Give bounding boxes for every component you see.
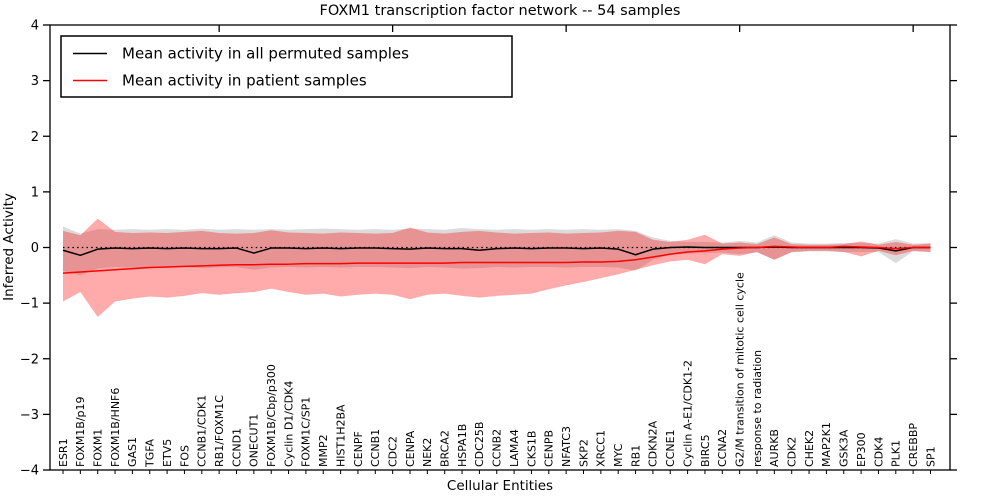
x-category-label: CDC2 [386, 436, 399, 467]
x-category-label: SP1 [924, 446, 937, 467]
x-category-label: MAP2K1 [820, 422, 833, 467]
x-category-label: FOXM1C/SP1 [300, 397, 313, 467]
x-category-label: SKP2 [577, 439, 590, 467]
x-category-label: MYC [612, 443, 625, 467]
x-category-label: FOXM1B/p19 [74, 396, 87, 467]
x-category-label: CDKN2A [647, 420, 660, 467]
x-category-label: FOXM1B/HNF6 [109, 388, 122, 467]
legend: Mean activity in all permuted samples Me… [60, 35, 513, 98]
x-category-label: HSPA1B [456, 424, 469, 467]
x-axis-label: Cellular Entities [447, 478, 553, 494]
legend-label-permuted: Mean activity in all permuted samples [122, 45, 409, 63]
x-category-label: CENPA [404, 430, 417, 467]
x-category-label: BRCA2 [439, 430, 452, 467]
x-category-label: EP300 [855, 432, 868, 467]
patient-band [63, 218, 931, 318]
x-category-label: TGFA [144, 438, 157, 468]
x-category-label: AURKB [768, 429, 781, 467]
y-tick-label: −4 [20, 464, 39, 479]
x-category-label: CCNE1 [664, 429, 677, 467]
x-category-label: G2/M transition of mitotic cell cycle [733, 272, 746, 467]
x-category-label: FOXM1 [92, 429, 105, 467]
x-category-label: ESR1 [57, 438, 70, 467]
x-category-label: HIST1H2BA [334, 404, 347, 467]
x-category-label: XRCC1 [595, 430, 608, 467]
y-tick-labels: 4 3 2 1 0 −1 −2 −3 −4 [20, 19, 39, 479]
y-axis-label: Inferred Activity [1, 193, 17, 301]
x-category-label: RB1 [629, 445, 642, 467]
x-category-label: LAMA4 [508, 429, 521, 467]
x-category-label: CCNB2 [491, 429, 504, 467]
x-category-label: CENPB [543, 430, 556, 467]
x-category-labels: ESR1 FOXM1B/p19 FOXM1 FOXM1B/HNF6 GAS1 TGFA ET… [57, 272, 937, 468]
x-category-label: GAS1 [126, 437, 139, 467]
x-category-label: PLK1 [890, 440, 903, 467]
x-category-label: CENPF [352, 431, 365, 467]
x-category-label: CCNB1 [369, 429, 382, 467]
legend-label-patient: Mean activity in patient samples [122, 72, 367, 90]
x-category-label: Cyclin D1/CDK4 [282, 381, 295, 467]
x-category-label: FOXM1B/Cbp/p300 [265, 364, 278, 467]
x-category-label: CREBBP [907, 423, 920, 467]
x-category-label: ONECUT1 [248, 414, 261, 467]
series-lines [62, 245, 931, 274]
x-category-label: NFATC3 [560, 426, 573, 467]
x-category-label: CDK2 [786, 437, 799, 467]
x-category-label: CCND1 [230, 428, 243, 467]
x-category-label: CCNB1/CDK1 [196, 395, 209, 467]
y-tick-label: 1 [31, 185, 39, 200]
x-category-label: CCNA2 [716, 429, 729, 467]
x-category-label: CDK4 [872, 437, 885, 467]
permuted-band [63, 226, 931, 276]
axis-ticks [43, 24, 957, 474]
x-category-label: CDC25B [473, 422, 486, 467]
y-tick-label: −2 [20, 352, 39, 367]
y-tick-label: 3 [31, 74, 39, 89]
x-category-label: ETV5 [161, 439, 174, 467]
y-tick-label: 0 [31, 241, 39, 256]
x-category-label: FOS [178, 445, 191, 467]
x-category-label: Cyclin A-E1/CDK1-2 [681, 360, 694, 467]
x-category-label: CKS1B [525, 431, 538, 467]
x-category-label: BIRC5 [699, 434, 712, 467]
confidence-bands [63, 218, 931, 318]
x-category-label: MMP2 [317, 434, 330, 467]
patient-mean-line [62, 245, 931, 274]
x-category-label: RB1/FOXM1C [213, 395, 226, 467]
x-category-label: CHEK2 [803, 430, 816, 467]
y-tick-label: −3 [20, 408, 39, 423]
chart-title: FOXM1 transcription factor network -- 54… [320, 3, 681, 19]
x-category-label: GSK3A [838, 429, 851, 467]
x-category-label: response to radiation [751, 350, 764, 467]
y-tick-label: 4 [31, 19, 39, 34]
y-tick-label: −1 [20, 297, 39, 312]
x-category-label: NEK2 [421, 438, 434, 467]
legend-box [60, 35, 513, 98]
y-tick-label: 2 [31, 130, 39, 145]
